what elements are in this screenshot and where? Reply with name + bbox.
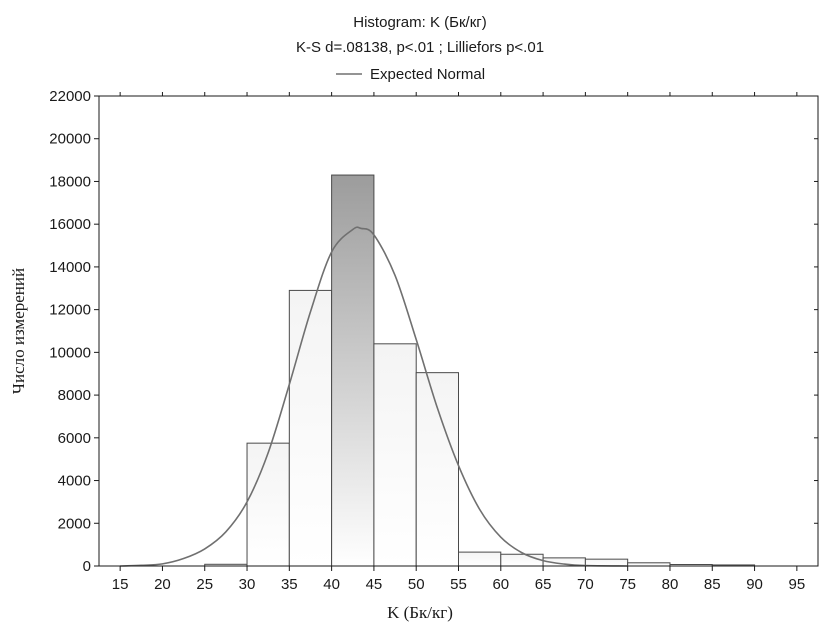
x-axis-ticks: 15 20 25 30 35 40 45 50 55 60 65 70 75 80 85 90 95 bbox=[112, 92, 805, 593]
y-tick-label: 12000 bbox=[49, 302, 91, 319]
x-tick-label: 25 bbox=[196, 576, 213, 593]
histogram-bar bbox=[373, 343, 417, 567]
y-tick-label: 8000 bbox=[58, 387, 91, 404]
y-tick-label: 6000 bbox=[58, 430, 91, 447]
histogram-bars bbox=[204, 174, 756, 567]
chart-subtitle: K-S d=.08138, p<.01 ; Lilliefors p<.01 bbox=[296, 39, 544, 56]
x-tick-label: 90 bbox=[746, 576, 763, 593]
x-tick-label: 50 bbox=[408, 576, 425, 593]
legend-label: Expected Normal bbox=[370, 66, 485, 83]
x-tick-label: 85 bbox=[704, 576, 721, 593]
x-tick-label: 55 bbox=[450, 576, 467, 593]
x-tick-label: 20 bbox=[154, 576, 171, 593]
histogram-bar bbox=[415, 372, 459, 567]
histogram-bar bbox=[331, 174, 375, 567]
x-tick-label: 95 bbox=[789, 576, 806, 593]
histogram-bar bbox=[458, 551, 502, 567]
x-tick-label: 60 bbox=[492, 576, 509, 593]
x-tick-label: 40 bbox=[323, 576, 340, 593]
x-tick-label: 65 bbox=[535, 576, 552, 593]
x-tick-label: 80 bbox=[662, 576, 679, 593]
y-tick-label: 14000 bbox=[49, 259, 91, 276]
y-tick-label: 2000 bbox=[58, 515, 91, 532]
y-tick-label: 10000 bbox=[49, 344, 91, 361]
x-tick-label: 30 bbox=[239, 576, 256, 593]
histogram-bar bbox=[500, 553, 544, 567]
y-tick-label: 22000 bbox=[49, 88, 91, 105]
histogram-bar bbox=[246, 442, 290, 567]
x-axis-label: K (Бк/кг) bbox=[387, 603, 453, 622]
legend: Expected Normal bbox=[336, 66, 485, 83]
expected-normal-curve bbox=[120, 226, 628, 567]
x-tick-label: 15 bbox=[112, 576, 129, 593]
histogram-bar bbox=[288, 289, 333, 567]
x-tick-label: 70 bbox=[577, 576, 594, 593]
y-axis-label: Число измерений bbox=[9, 268, 28, 394]
y-tick-label: 18000 bbox=[49, 173, 91, 190]
x-tick-label: 45 bbox=[366, 576, 383, 593]
y-tick-label: 20000 bbox=[49, 131, 91, 148]
y-axis-ticks: 0 2000 4000 6000 8000 10000 12000 14000 16000 180… bbox=[49, 88, 818, 575]
y-tick-label: 4000 bbox=[58, 473, 91, 490]
y-tick-label: 16000 bbox=[49, 216, 91, 233]
y-tick-label: 0 bbox=[83, 558, 91, 575]
chart-title: Histogram: K (Бк/кг) bbox=[353, 14, 486, 31]
x-tick-label: 35 bbox=[281, 576, 298, 593]
x-tick-label: 75 bbox=[619, 576, 636, 593]
